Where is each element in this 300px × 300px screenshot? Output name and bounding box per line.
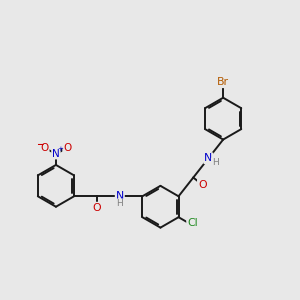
Text: H: H [116, 199, 123, 208]
Text: O: O [92, 202, 101, 213]
Text: Br: Br [217, 77, 229, 87]
Text: +: + [57, 146, 63, 152]
Text: O: O [198, 180, 206, 190]
Text: O: O [40, 143, 49, 153]
Text: N: N [52, 148, 60, 159]
Text: Cl: Cl [187, 218, 198, 229]
Text: −: − [36, 140, 44, 148]
Text: N: N [204, 153, 213, 163]
Text: N: N [116, 191, 124, 201]
Text: H: H [212, 158, 218, 167]
Text: O: O [63, 143, 71, 153]
